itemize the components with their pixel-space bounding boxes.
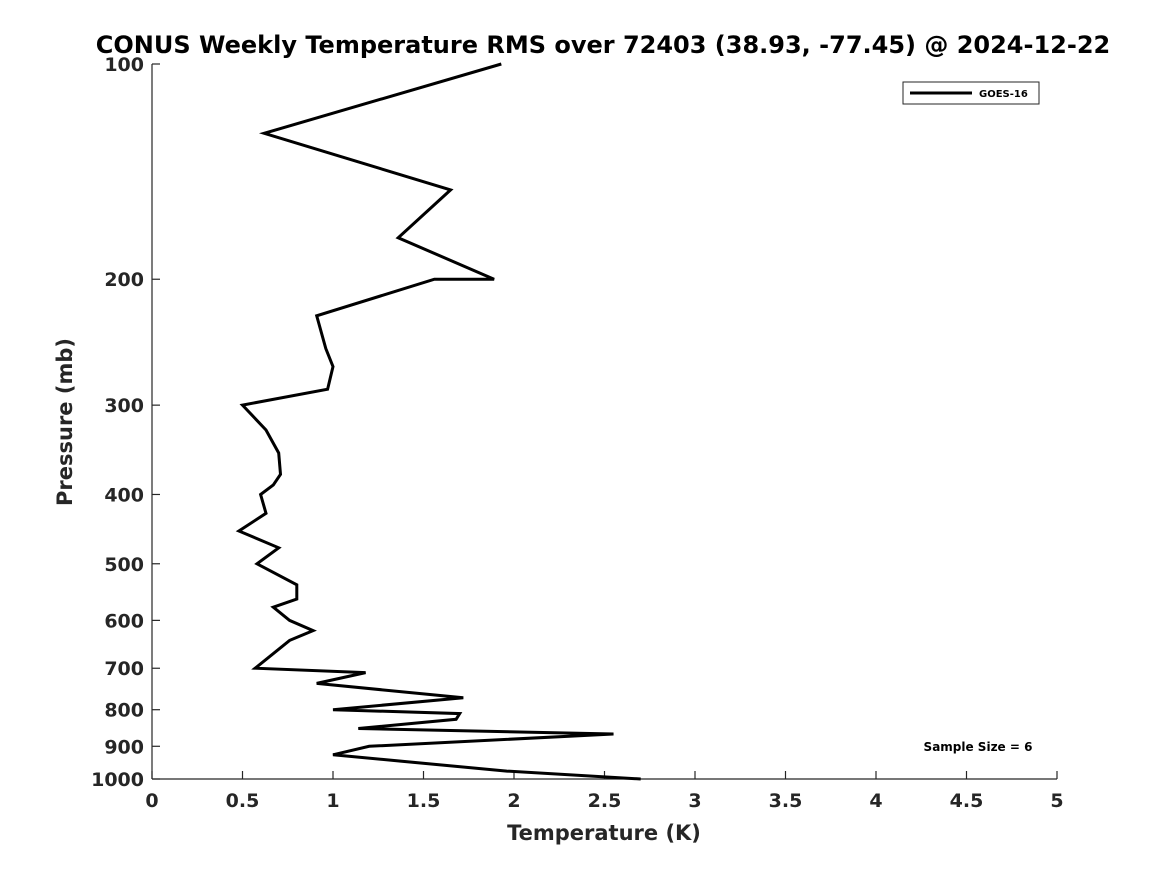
y-tick-label: 300 — [104, 395, 144, 417]
x-tick-label: 5 — [1050, 790, 1063, 812]
y-tick-label: 700 — [104, 658, 144, 680]
x-axis-label: Temperature (K) — [507, 821, 701, 845]
y-tick-label: 200 — [104, 269, 144, 291]
x-tick-label: 2.5 — [588, 790, 622, 812]
y-tick-label: 1000 — [91, 769, 144, 791]
x-tick-label: 1.5 — [407, 790, 441, 812]
sample-size-annotation: Sample Size = 6 — [924, 740, 1033, 754]
y-tick-label: 100 — [104, 54, 144, 76]
y-tick-label: 600 — [104, 610, 144, 632]
x-tick-label: 0.5 — [226, 790, 260, 812]
x-tick-label: 1 — [326, 790, 339, 812]
x-tick-label: 2 — [507, 790, 520, 812]
x-tick-label: 4 — [869, 790, 882, 812]
x-tick-label: 3.5 — [769, 790, 803, 812]
series-line-goes-16 — [235, 62, 641, 781]
x-tick-label: 4.5 — [950, 790, 984, 812]
y-tick-label: 400 — [104, 484, 144, 506]
y-axis-label: Pressure (mb) — [53, 338, 77, 506]
axes — [151, 64, 1057, 780]
legend-label-goes-16: GOES-16 — [979, 89, 1028, 100]
y-tick-label: 500 — [104, 554, 144, 576]
y-tick-label: 800 — [104, 700, 144, 722]
x-tick-label: 0 — [145, 790, 158, 812]
chart-title: CONUS Weekly Temperature RMS over 72403 … — [96, 31, 1110, 59]
y-tick-label: 900 — [104, 736, 144, 758]
y-axis-ticks: 100 200 300 400 500 600 700 800 900 1000 — [91, 54, 160, 791]
x-axis-ticks: 0 0.5 1 1.5 2 2.5 3 3.5 4 4.5 5 — [145, 771, 1064, 812]
series-layer — [235, 62, 641, 781]
x-tick-label: 3 — [688, 790, 701, 812]
legend: GOES-16 — [902, 81, 1040, 105]
